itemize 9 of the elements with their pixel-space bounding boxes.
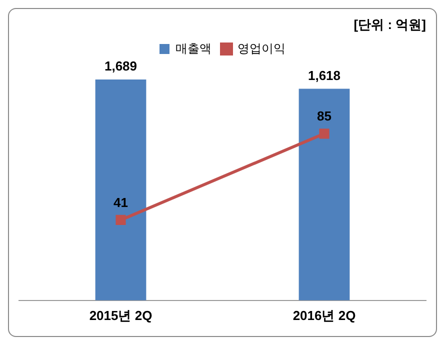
legend-label: 매출액 bbox=[176, 41, 212, 56]
data-label: 41 bbox=[114, 195, 128, 210]
legend-label: 영업이익 bbox=[238, 41, 286, 56]
x-tick-label: 2016년 2Q bbox=[292, 308, 356, 323]
data-label: 1,689 bbox=[104, 58, 138, 74]
text: [단위 : 억원] bbox=[354, 17, 426, 32]
data-label: 1,618 bbox=[308, 68, 341, 83]
data-label: 85 bbox=[317, 108, 332, 124]
x-tick-label: 2015년 2Q bbox=[89, 308, 152, 323]
